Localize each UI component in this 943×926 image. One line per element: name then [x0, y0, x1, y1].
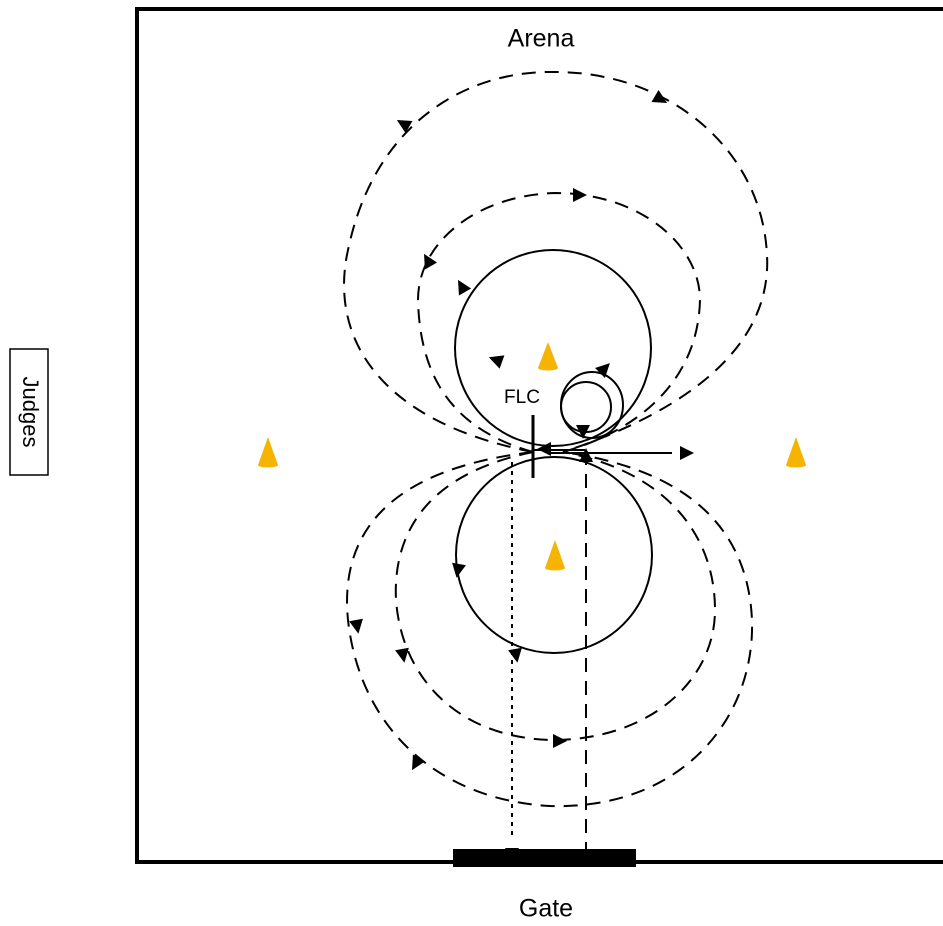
arrowhead-icon	[595, 358, 615, 378]
arrowhead-icon	[452, 276, 471, 295]
small-circle-inner	[561, 382, 611, 432]
lower-outer-dashed-loop	[347, 452, 752, 806]
traffic-cone-icon	[786, 437, 806, 468]
arrowhead-icon	[418, 250, 437, 269]
arena-boundary	[137, 9, 943, 862]
arrowhead-icon	[553, 734, 567, 748]
judges-box: Judges	[10, 349, 48, 475]
arrowhead-icon	[395, 648, 411, 664]
arena-label: Arena	[508, 25, 575, 53]
arrowhead-icon	[486, 351, 504, 369]
traffic-cone-icon	[258, 437, 278, 468]
traffic-cone-icon	[538, 342, 558, 371]
arrowhead-icon	[680, 446, 694, 460]
flc-label: FLC	[504, 387, 540, 408]
arrowhead-icon	[508, 648, 524, 664]
arrowhead-icon	[349, 619, 365, 635]
judges-label: Judges	[18, 377, 43, 448]
gate-label: Gate	[519, 895, 573, 923]
gate-bar	[453, 849, 636, 867]
upper-inner-dashed-loop	[418, 193, 700, 452]
lower-inner-dashed-loop	[396, 452, 715, 740]
traffic-cone-icon	[545, 540, 565, 571]
arrowhead-icon	[573, 188, 587, 202]
arrowhead-icon	[406, 755, 425, 774]
